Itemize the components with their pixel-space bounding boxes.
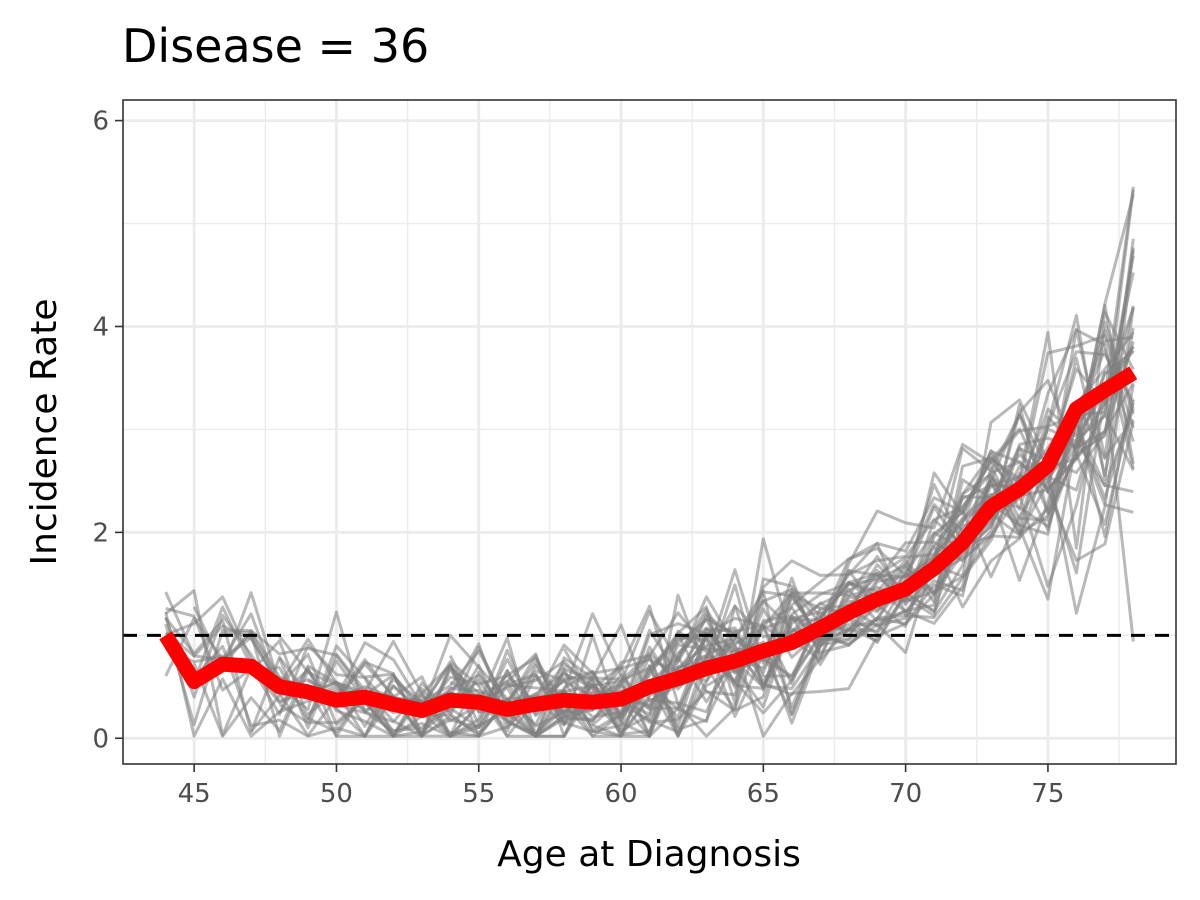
x-tick-label: 75 <box>1031 779 1064 809</box>
x-tick-label: 45 <box>178 779 211 809</box>
y-tick-label: 6 <box>92 107 109 137</box>
x-tick-label: 60 <box>604 779 637 809</box>
replicate-lines <box>164 186 1135 738</box>
y-tick-label: 2 <box>92 518 109 548</box>
chart-title: Disease = 36 <box>122 19 429 73</box>
y-tick-label: 0 <box>92 724 109 754</box>
y-tick-label: 4 <box>92 312 109 342</box>
replicate-line <box>591 247 1135 738</box>
replicate-line <box>591 349 1135 727</box>
x-tick-label: 65 <box>747 779 780 809</box>
axis-ticks: 45 50 55 60 65 70 75 0 2 4 6 <box>92 107 1064 809</box>
x-tick-label: 50 <box>320 779 353 809</box>
x-tick-label: 70 <box>889 779 922 809</box>
x-tick-label: 55 <box>462 779 495 809</box>
x-axis-title: Age at Diagnosis <box>497 834 801 875</box>
mean-line <box>159 366 1138 718</box>
plot-panel-border <box>122 99 1177 765</box>
y-axis-title: Incidence Rate <box>24 299 65 566</box>
replicate-line <box>192 382 1135 738</box>
mean-line-layer <box>159 366 1138 718</box>
